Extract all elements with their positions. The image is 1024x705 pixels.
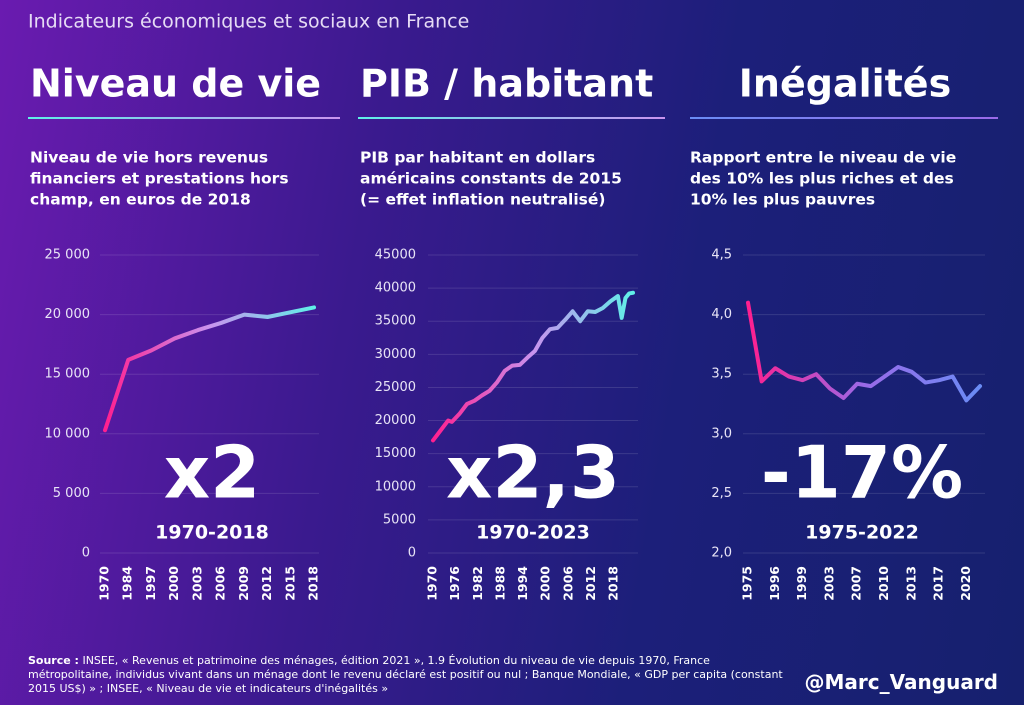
x-tick-label: 1982 — [470, 566, 485, 601]
y-tick-label: 20000 — [375, 413, 416, 428]
x-tick-label: 2003 — [821, 566, 836, 601]
x-tick-label: 2020 — [958, 566, 973, 601]
panel-description: Niveau de vie hors revenus — [30, 149, 268, 167]
x-tick-label: 2018 — [306, 566, 321, 601]
panel-description: des 10% les plus riches et des — [690, 170, 954, 188]
source-text: INSEE, « Revenus et patrimoine des ménag… — [28, 654, 783, 695]
panel-description: américains constants de 2015 — [360, 170, 622, 188]
x-tick-label: 2000 — [538, 566, 553, 601]
x-tick-label: 1994 — [515, 566, 530, 601]
panel-description: PIB par habitant en dollars — [360, 149, 595, 167]
y-tick-label: 3,0 — [711, 426, 732, 441]
x-tick-label: 2013 — [903, 566, 918, 601]
x-tick-label: 2009 — [236, 566, 251, 601]
x-tick-label: 2018 — [606, 566, 621, 601]
y-tick-label: 15000 — [375, 446, 416, 461]
data-line — [746, 300, 982, 403]
data-line — [431, 290, 635, 443]
x-tick-label: 1999 — [794, 566, 809, 601]
big-annotation: -17% — [761, 431, 963, 515]
y-tick-label: 10 000 — [45, 426, 91, 441]
x-tick-label: 1970 — [97, 566, 112, 601]
y-tick-label: 3,5 — [711, 367, 732, 382]
x-tick-label: 2006 — [213, 566, 228, 601]
y-tick-label: 45000 — [375, 248, 416, 263]
x-tick-label: 2000 — [166, 566, 181, 601]
x-tick-label: 2010 — [876, 566, 891, 601]
y-tick-label: 20 000 — [45, 307, 91, 322]
panel-title: PIB / habitant — [360, 62, 653, 106]
y-tick-label: 4,5 — [711, 248, 732, 263]
period-label: 1970-2018 — [155, 522, 269, 544]
period-label: 1975-2022 — [805, 522, 919, 544]
big-annotation: x2,3 — [446, 431, 620, 515]
x-tick-label: 2012 — [583, 566, 598, 601]
y-tick-label: 4,0 — [711, 307, 732, 322]
big-annotation: x2 — [164, 431, 261, 515]
x-tick-label: 1975 — [740, 566, 755, 601]
x-tick-label: 2015 — [282, 566, 297, 601]
y-tick-label: 2,5 — [711, 486, 732, 501]
panel-title: Niveau de vie — [30, 62, 321, 106]
panel-description: (= effet inflation neutralisé) — [360, 191, 606, 209]
y-tick-label: 40000 — [375, 281, 416, 296]
y-tick-label: 15 000 — [45, 367, 91, 382]
source-label: Source : — [28, 654, 79, 667]
y-tick-label: 2,0 — [711, 546, 732, 561]
header: Indicateurs économiques et sociaux en Fr… — [28, 11, 469, 33]
x-tick-label: 1996 — [767, 566, 782, 601]
panel-description: champ, en euros de 2018 — [30, 191, 251, 209]
x-tick-label: 1997 — [143, 566, 158, 601]
source: Source : INSEE, « Revenus et patrimoine … — [28, 654, 788, 696]
x-tick-label: 2012 — [259, 566, 274, 601]
y-tick-label: 25000 — [375, 380, 416, 395]
y-tick-label: 30000 — [375, 347, 416, 362]
x-tick-label: 1976 — [447, 566, 462, 601]
x-tick-label: 2003 — [189, 566, 204, 601]
y-tick-label: 5 000 — [53, 486, 90, 501]
y-tick-label: 0 — [408, 546, 416, 561]
x-tick-label: 1984 — [120, 566, 135, 601]
x-tick-label: 1970 — [425, 566, 440, 601]
y-tick-label: 5000 — [383, 512, 416, 527]
panel-description: 10% les plus pauvres — [690, 191, 875, 209]
x-tick-label: 2017 — [931, 566, 946, 601]
period-label: 1970-2023 — [476, 522, 590, 544]
x-tick-label: 1988 — [492, 566, 507, 601]
panel-description: Rapport entre le niveau de vie — [690, 149, 956, 167]
x-tick-label: 2007 — [849, 566, 864, 601]
y-tick-label: 25 000 — [45, 248, 91, 263]
data-line — [103, 305, 316, 433]
panel-description: financiers et prestations hors — [30, 170, 289, 188]
handle: @Marc_Vanguard — [804, 670, 998, 694]
panel-title: Inégalités — [739, 62, 951, 106]
y-tick-label: 0 — [82, 546, 90, 561]
x-tick-label: 2006 — [560, 566, 575, 601]
y-tick-label: 35000 — [375, 314, 416, 329]
y-tick-label: 10000 — [375, 479, 416, 494]
